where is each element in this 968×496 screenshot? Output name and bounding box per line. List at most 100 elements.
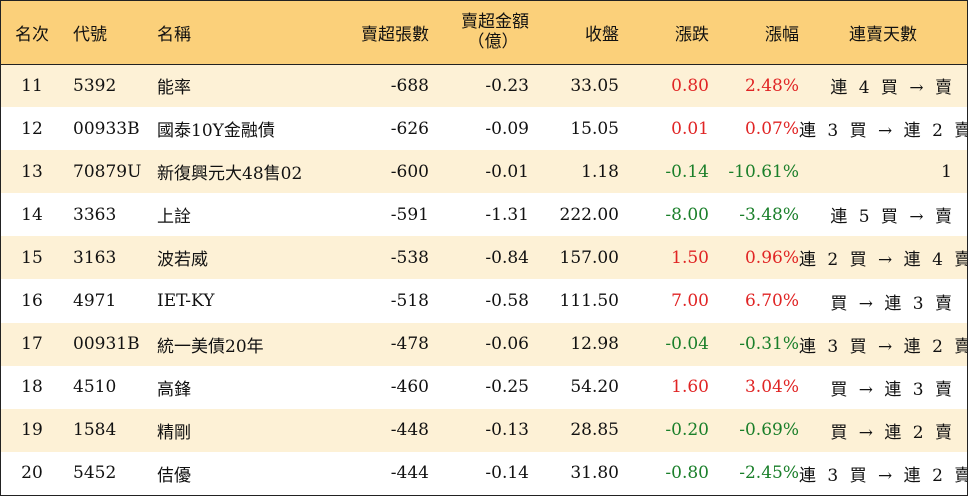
cell-name[interactable]: 國泰10Y金融債 bbox=[157, 121, 275, 142]
cell-rank: 13 bbox=[21, 161, 43, 182]
cell-code[interactable]: 5392 bbox=[73, 75, 117, 96]
cell-change-pct: -0.31% bbox=[739, 334, 799, 355]
cell-rank: 17 bbox=[21, 334, 43, 355]
cell-rank: 20 bbox=[21, 463, 43, 484]
table-row[interactable]: 20 5452 佶優 -444 -0.14 31.80 -0.80 -2.45% 連 3 買 →… bbox=[1, 451, 968, 495]
cell-streak: 買 → 連 3 賣 bbox=[830, 379, 955, 400]
table-row[interactable]: 16 4971 IET-KY -518 -0.58 111.50 7.00 6.70% 買 → … bbox=[1, 279, 967, 323]
cell-net-sell-amount: -0.23 bbox=[485, 75, 529, 96]
cell-close: 1.18 bbox=[581, 161, 619, 182]
cell-name[interactable]: 佶優 bbox=[157, 465, 191, 486]
cell-net-sell-sheets: -626 bbox=[390, 118, 429, 139]
cell-code[interactable]: 4510 bbox=[73, 377, 117, 398]
table-row[interactable]: 13 70879U 新復興元大48售02 -600 -0.01 1.18 -0.14 -10.… bbox=[1, 150, 967, 194]
cell-change: 7.00 bbox=[671, 291, 709, 312]
cell-streak: 連 3 買 → 連 2 賣 bbox=[799, 465, 968, 486]
cell-close: 54.20 bbox=[570, 377, 619, 398]
cell-close: 157.00 bbox=[559, 247, 619, 268]
cell-name[interactable]: IET-KY bbox=[157, 291, 215, 312]
table-row[interactable]: 15 3163 波若威 -538 -0.84 157.00 1.50 0.96% 連 2 買 →… bbox=[1, 236, 967, 280]
cell-change-pct: -2.45% bbox=[739, 463, 799, 484]
cell-code[interactable]: 5452 bbox=[73, 463, 117, 484]
table-row[interactable]: 14 3363 上詮 -591 -1.31 222.00 -8.00 -3.48% 連 5 買 … bbox=[1, 193, 967, 237]
cell-close: 15.05 bbox=[570, 118, 619, 139]
cell-rank: 12 bbox=[21, 118, 43, 139]
cell-rank: 18 bbox=[21, 377, 43, 398]
header-net-sell-amount-label: 賣超金額 bbox=[461, 12, 529, 33]
cell-net-sell-amount: -0.84 bbox=[485, 247, 529, 268]
cell-change-pct: 2.48% bbox=[744, 75, 799, 96]
cell-code[interactable]: 3363 bbox=[73, 204, 117, 225]
cell-streak: 買 → 連 3 賣 bbox=[830, 293, 955, 314]
cell-change: 1.50 bbox=[671, 247, 709, 268]
cell-change: 0.80 bbox=[671, 75, 709, 96]
cell-change-pct: 6.70% bbox=[744, 291, 799, 312]
cell-change: -0.80 bbox=[665, 463, 709, 484]
cell-change: 1.60 bbox=[671, 377, 709, 398]
cell-rank: 19 bbox=[21, 420, 43, 441]
cell-streak: 1 bbox=[941, 161, 955, 182]
header-streak[interactable]: 連賣天數 bbox=[849, 24, 917, 45]
cell-code[interactable]: 00931B bbox=[73, 334, 140, 355]
cell-rank: 14 bbox=[21, 204, 43, 225]
cell-change-pct: 0.07% bbox=[744, 118, 799, 139]
cell-streak: 連 3 買 → 連 2 賣 bbox=[799, 336, 968, 357]
cell-net-sell-sheets: -538 bbox=[390, 247, 429, 268]
cell-net-sell-sheets: -600 bbox=[390, 161, 429, 182]
cell-close: 31.80 bbox=[570, 463, 619, 484]
table-row[interactable]: 12 00933B 國泰10Y金融債 -626 -0.09 15.05 0.01 0.07% 連… bbox=[1, 107, 967, 151]
cell-net-sell-amount: -1.31 bbox=[485, 204, 529, 225]
cell-name[interactable]: 高鋒 bbox=[157, 379, 191, 400]
header-net-sell-amount-unit: （億） bbox=[467, 32, 519, 53]
cell-code[interactable]: 00933B bbox=[73, 118, 140, 139]
cell-name[interactable]: 新復興元大48售02 bbox=[157, 164, 303, 185]
cell-code[interactable]: 4971 bbox=[73, 291, 117, 312]
table-header: 名次 代號 名稱 賣超張數 賣超金額 （億） 收盤 漲跌 漲幅 連賣天數 bbox=[1, 1, 967, 64]
cell-name[interactable]: 精剛 bbox=[157, 422, 191, 443]
cell-change-pct: -3.48% bbox=[739, 204, 799, 225]
cell-close: 12.98 bbox=[570, 334, 619, 355]
table-body: 11 5392 能率 -688 -0.23 33.05 0.80 2.48% 連 4 買 → 賣… bbox=[1, 64, 967, 495]
table-row[interactable]: 17 00931B 統一美債20年 -478 -0.06 12.98 -0.04 -0.31%… bbox=[1, 322, 968, 366]
header-close[interactable]: 收盤 bbox=[585, 24, 619, 45]
header-change-pct[interactable]: 漲幅 bbox=[765, 24, 799, 45]
cell-code[interactable]: 1584 bbox=[73, 420, 117, 441]
table-row[interactable]: 18 4510 高鋒 -460 -0.25 54.20 1.60 3.04% 買 → 連 3 賣 bbox=[1, 365, 967, 409]
header-code[interactable]: 代號 bbox=[73, 24, 107, 45]
cell-net-sell-amount: -0.58 bbox=[485, 291, 529, 312]
cell-change: -0.20 bbox=[665, 420, 709, 441]
cell-change: 0.01 bbox=[671, 118, 709, 139]
cell-streak: 買 → 連 2 賣 bbox=[830, 422, 955, 443]
cell-net-sell-amount: -0.13 bbox=[485, 420, 529, 441]
header-name[interactable]: 名稱 bbox=[157, 24, 191, 45]
cell-change-pct: 0.96% bbox=[744, 247, 799, 268]
header-net-sell-amount[interactable]: 賣超金額 （億） bbox=[429, 1, 529, 64]
cell-net-sell-sheets: -478 bbox=[390, 334, 429, 355]
cell-change: -8.00 bbox=[665, 204, 709, 225]
cell-name[interactable]: 上詮 bbox=[157, 207, 191, 228]
cell-net-sell-sheets: -460 bbox=[390, 377, 429, 398]
header-change[interactable]: 漲跌 bbox=[675, 24, 709, 45]
cell-name[interactable]: 統一美債20年 bbox=[157, 336, 264, 357]
cell-net-sell-amount: -0.06 bbox=[485, 334, 529, 355]
cell-close: 33.05 bbox=[570, 75, 619, 96]
cell-change: -0.14 bbox=[665, 161, 709, 182]
cell-code[interactable]: 3163 bbox=[73, 247, 117, 268]
cell-name[interactable]: 能率 bbox=[157, 78, 191, 99]
cell-net-sell-amount: -0.01 bbox=[485, 161, 529, 182]
cell-streak: 連 4 買 → 賣 bbox=[830, 78, 955, 99]
cell-change-pct: 3.04% bbox=[744, 377, 799, 398]
cell-streak: 連 5 買 → 賣 bbox=[830, 207, 955, 228]
cell-change: -0.04 bbox=[665, 334, 709, 355]
cell-code[interactable]: 70879U bbox=[73, 161, 142, 182]
header-rank[interactable]: 名次 bbox=[15, 24, 49, 45]
cell-rank: 16 bbox=[21, 291, 43, 312]
cell-net-sell-sheets: -591 bbox=[390, 204, 429, 225]
cell-net-sell-sheets: -688 bbox=[390, 75, 429, 96]
table-row[interactable]: 11 5392 能率 -688 -0.23 33.05 0.80 2.48% 連 4 買 → 賣 bbox=[1, 64, 967, 108]
table-row[interactable]: 19 1584 精剛 -448 -0.13 28.85 -0.20 -0.69% 買 → 連 2… bbox=[1, 408, 967, 452]
cell-rank: 11 bbox=[21, 75, 43, 96]
cell-name[interactable]: 波若威 bbox=[157, 250, 208, 271]
header-net-sell-sheets[interactable]: 賣超張數 bbox=[361, 24, 429, 45]
